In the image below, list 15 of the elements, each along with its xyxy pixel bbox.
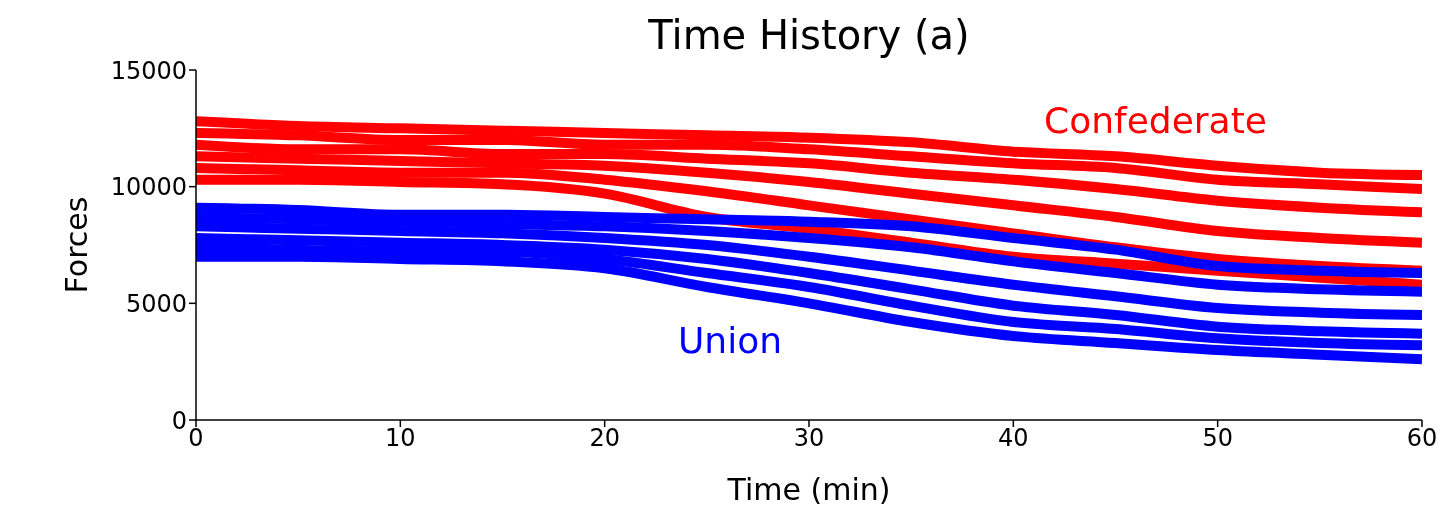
chart-title: Time History (a) [647,12,971,58]
x-tick-label: 10 [385,424,416,453]
x-tick-label: 30 [793,424,825,453]
y-tick-label: 0 [171,406,187,435]
x-tick-label: 20 [589,424,620,453]
x-tick-label: 60 [1406,424,1438,453]
x-axis-title: Time (min) [726,472,891,507]
y-tick-label: 5000 [125,289,187,318]
y-axis-title: Forces [58,196,94,294]
series-label: Confederate [1044,100,1267,141]
y-tick-label: 15000 [110,56,187,85]
x-tick-label: 50 [1202,424,1233,453]
text: Union [678,320,783,361]
y-tick-label: 10000 [110,173,187,202]
x-tick-label: 40 [998,424,1029,453]
